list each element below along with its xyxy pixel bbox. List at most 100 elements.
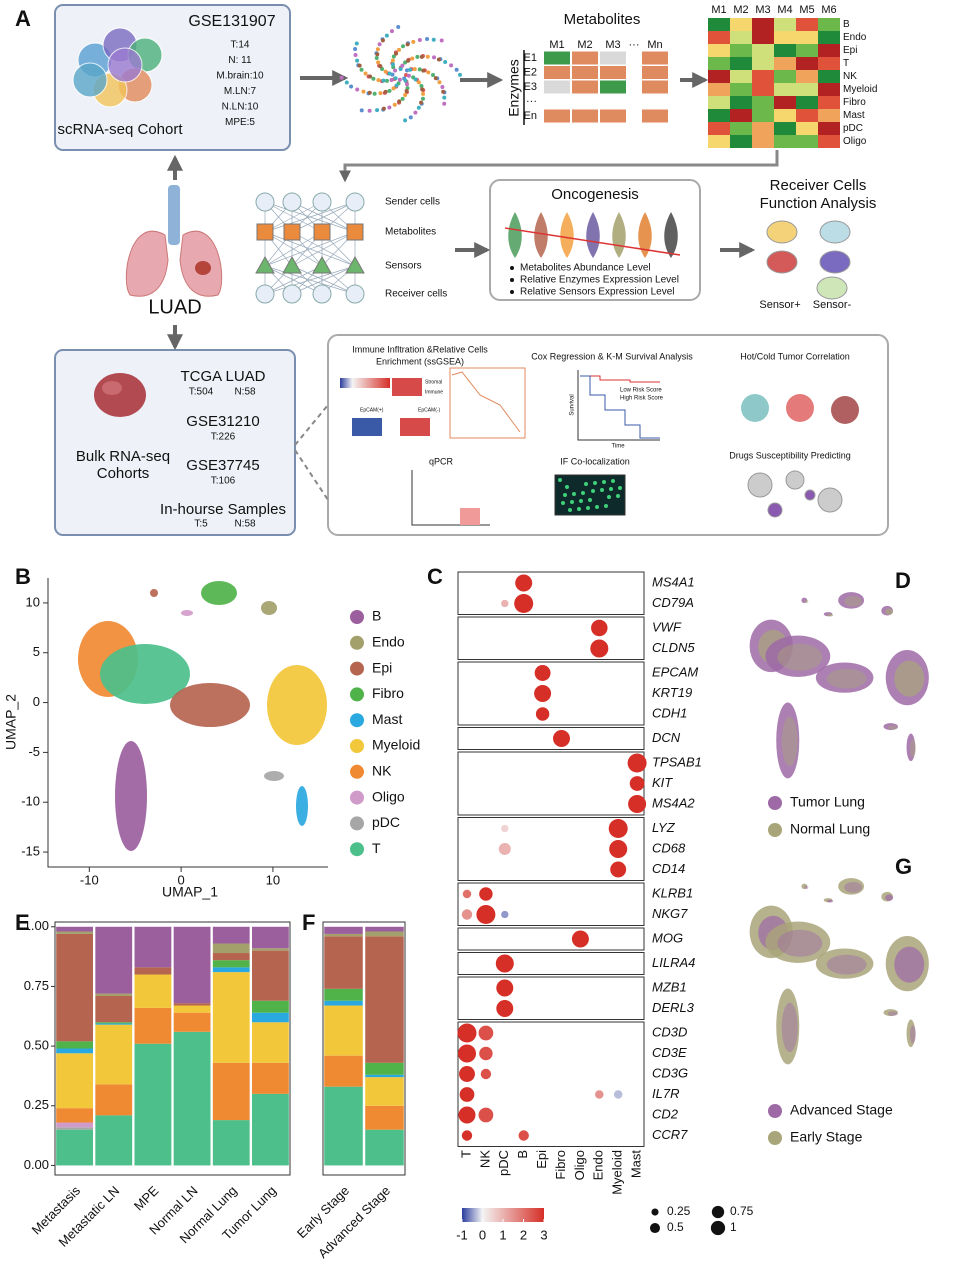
gene-label: MS4A2 [652, 795, 695, 810]
bulk-cohort: GSE37745 [186, 457, 259, 474]
tsne-dot [398, 67, 403, 72]
receiver-node [282, 284, 302, 304]
bar-segment [212, 967, 250, 973]
tsne-dot [420, 87, 425, 92]
bar-segment [252, 948, 289, 951]
dot [515, 574, 533, 592]
tsne-dot [367, 90, 372, 95]
matrix-row: ··· [526, 95, 537, 107]
tsne-dot [355, 58, 360, 63]
tsne-dot [417, 67, 422, 72]
tsne-dot [442, 95, 447, 100]
cohort-label: scRNA-seq Cohort [57, 121, 183, 138]
if-cell [618, 486, 622, 490]
violin [664, 212, 678, 258]
gene-label: MOG [652, 930, 683, 945]
dot [462, 889, 472, 899]
if-cell [588, 498, 592, 502]
gene-group-box [457, 571, 645, 615]
tsne-dot [391, 54, 396, 59]
tsne-dot [410, 56, 415, 61]
heatmap-col: M3 [755, 4, 770, 16]
dot [501, 910, 509, 919]
x-tick-label: Endo [591, 1150, 606, 1180]
drug-cell [817, 487, 843, 513]
qpcr-bar [460, 508, 480, 525]
dot [518, 1130, 529, 1141]
umap-cluster-overlay [826, 954, 867, 975]
legend-swatch [350, 764, 364, 779]
matrix-cell [544, 109, 570, 123]
analysis-title: IF Co-localization [560, 456, 630, 466]
network-label: Metabolites [385, 227, 436, 238]
gene-group-box [457, 661, 645, 726]
network-edge [264, 201, 356, 233]
tsne-dot [394, 51, 399, 56]
analysis-title: qPCR [429, 456, 454, 466]
matrix-cell [572, 80, 598, 94]
y-axis-label: UMAP_2 [3, 694, 19, 750]
heatmap-cell [752, 83, 774, 96]
colorbar [462, 1208, 544, 1222]
metabolite-node [313, 223, 331, 241]
heatmap-cell [796, 70, 818, 83]
lungs [125, 185, 223, 297]
heatmap-cell [818, 18, 840, 31]
drug-cell [804, 489, 816, 501]
receiver-node [345, 284, 365, 304]
matrix-cell [642, 80, 668, 94]
gene-group-box [457, 976, 645, 1020]
umap-cluster-overlay [827, 899, 834, 903]
tsne-dot [368, 74, 373, 79]
receiver-node [255, 284, 275, 304]
tsne-dot [377, 42, 382, 47]
oncogenesis-bullet: Relative Enzymes Expression Level [520, 275, 679, 286]
tsne-dot [437, 80, 442, 85]
heatmap-cell [708, 83, 730, 96]
sender-node [255, 192, 275, 212]
umap-cluster [801, 597, 808, 604]
umap-cluster-overlay [844, 881, 863, 893]
tsne-dot [441, 89, 446, 94]
heatmap-cell [752, 96, 774, 109]
tsne-dot [411, 39, 416, 44]
network-edge [291, 231, 356, 267]
matrix-cell [572, 109, 598, 123]
matrix-cell [572, 66, 598, 79]
legend-label: Endo [372, 634, 405, 650]
heatmap-cell [730, 96, 752, 109]
tsne-dot [417, 38, 422, 43]
y-tick-label: 0.50 [24, 1038, 49, 1053]
heatmap-cell [730, 109, 752, 122]
umap-cluster [815, 948, 874, 979]
bar-segment [252, 950, 289, 1001]
heatmap-cell [818, 44, 840, 57]
dot [498, 842, 511, 856]
if-cell [591, 489, 595, 493]
bar-segment [212, 960, 250, 968]
analysis-title: Hot/Cold Tumor Correlation [740, 351, 850, 361]
gene-label: CLDN5 [652, 640, 695, 655]
umap-cluster [815, 662, 874, 693]
tsne-dot [397, 47, 402, 52]
tsne-dot [425, 37, 430, 42]
bar-segment [134, 967, 172, 975]
tumor-mass [94, 373, 146, 417]
sensor-label: Sensor+ [759, 299, 800, 311]
tsne-dot [426, 70, 431, 75]
dot [501, 599, 509, 608]
umap-cluster [883, 1009, 898, 1017]
violin [586, 212, 600, 258]
tsne-dot [353, 53, 358, 58]
sensor-label: Sensor- [813, 299, 852, 311]
tsne-dot [419, 100, 424, 105]
umap-cluster-overlay [781, 716, 798, 767]
mini-heatmap [392, 378, 422, 396]
matrix-col: M2 [577, 39, 592, 51]
tsne-dot [393, 76, 398, 81]
if-cell [577, 507, 581, 511]
bulk-cohort: TCGA LUAD [180, 368, 265, 385]
dot [495, 954, 514, 973]
heatmap-row: Endo [843, 32, 867, 43]
heatmap-cell [752, 31, 774, 44]
